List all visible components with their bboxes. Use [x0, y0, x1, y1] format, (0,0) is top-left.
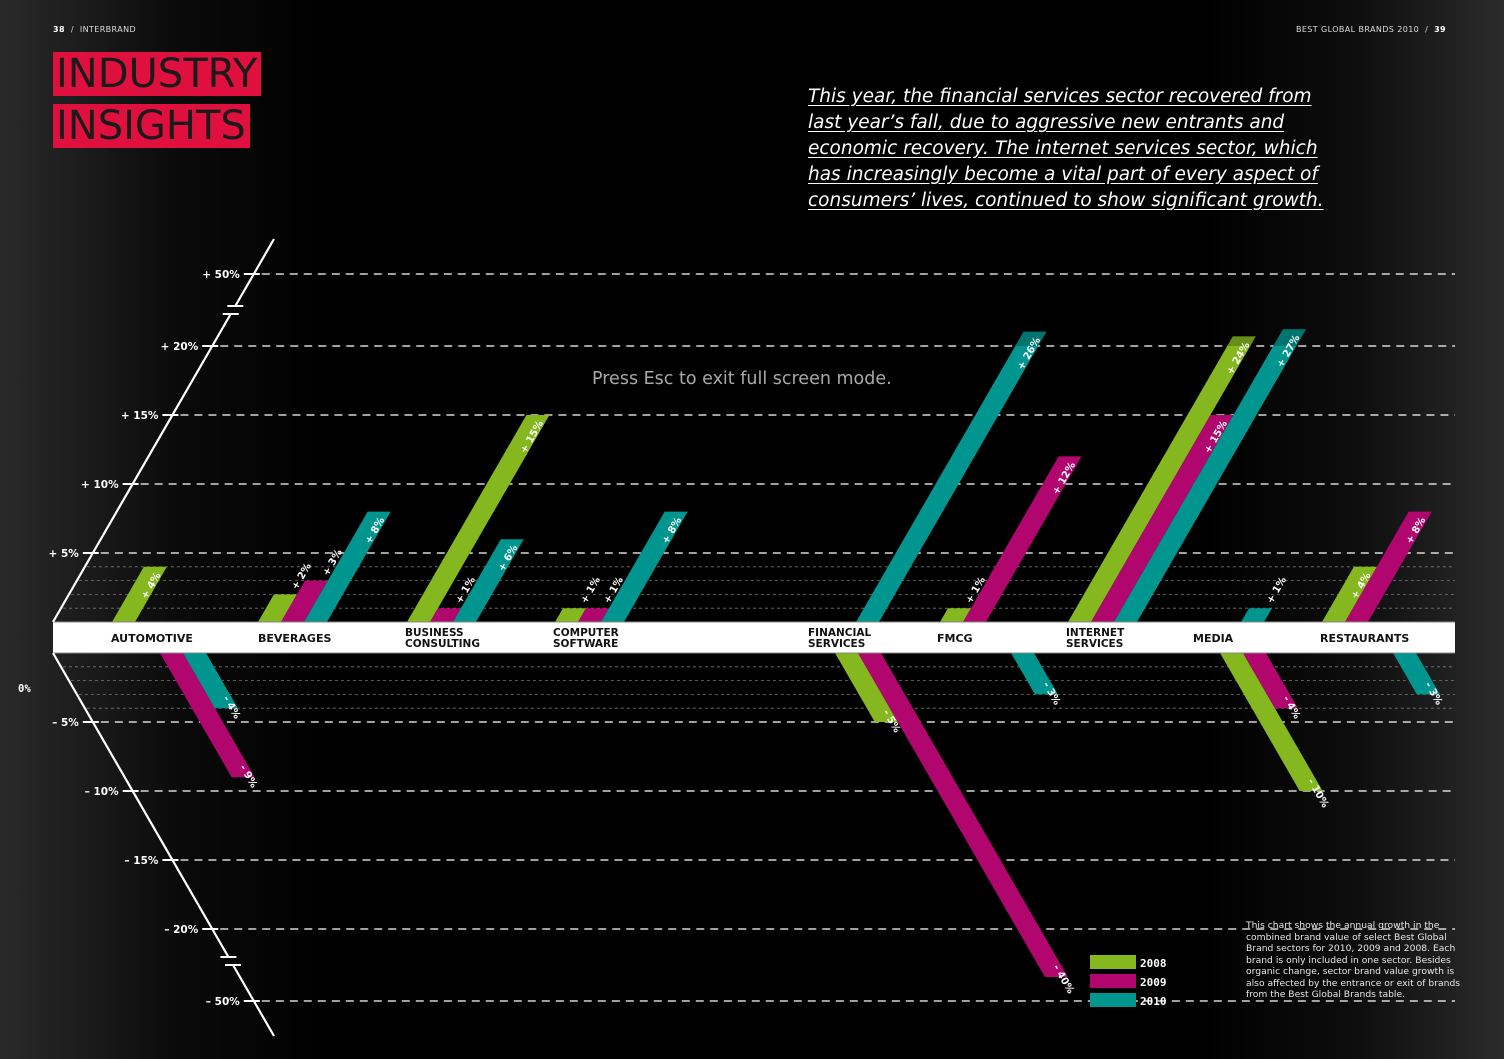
left-page-number: 38 — [53, 25, 65, 34]
zero-label: 0% — [18, 683, 31, 695]
y-axis-positive — [52, 313, 232, 623]
category-label: BEVERAGES — [258, 632, 331, 645]
category-label-line: CONSULTING — [405, 638, 480, 650]
bar-2010 — [856, 331, 1047, 622]
page-title-line-1: INDUSTRY — [53, 52, 262, 96]
right-publication: BEST GLOBAL BRANDS 2010 — [1295, 25, 1420, 34]
category-label-line: SERVICES — [808, 638, 865, 650]
bar-break-shade — [1015, 331, 1047, 346]
category-label: RESTAURANTS — [1320, 632, 1409, 645]
bar-2009 — [1091, 415, 1234, 622]
category-label: FMCG — [937, 632, 973, 645]
bar-2009 — [578, 608, 609, 622]
bars: + 4%- 9%- 4%+ 2% + 3%+ 8%+ 15%+ 1%+ 6%+ 1… — [112, 329, 1444, 996]
bar-2008 — [258, 594, 297, 622]
bar-value-label: + 1% — [579, 575, 603, 605]
folio-left: 38 / INTERBRAND — [53, 25, 136, 34]
category-label: MEDIA — [1193, 632, 1234, 645]
bar-2008 — [1322, 566, 1377, 622]
legend-swatch-2010 — [1090, 993, 1136, 1007]
bar-2008 — [407, 415, 550, 622]
bar-2009 — [160, 653, 255, 778]
legend-label: 2010 — [1140, 995, 1167, 1008]
bar-2010 — [1011, 653, 1058, 695]
legend-swatch-2009 — [1090, 974, 1136, 988]
bar-break-shade — [1273, 329, 1306, 346]
tick-label: + 10% — [81, 479, 119, 491]
bar-2009 — [1243, 653, 1298, 709]
intro-text: This year, the financial services sector… — [808, 86, 1324, 211]
tick-label: + 15% — [121, 410, 159, 422]
y-axis-negative — [52, 652, 230, 958]
page-title-line-2: INSIGHTS — [53, 104, 250, 148]
legend-label: 2008 — [1140, 957, 1167, 970]
folio-separator: / — [1425, 25, 1429, 34]
chart-footnote: This chart shows the annual growth in th… — [1246, 920, 1461, 1000]
category-label-line: FMCG — [937, 632, 973, 645]
bar-2009 — [281, 580, 328, 622]
category-label-line: SERVICES — [1066, 638, 1123, 650]
legend: 2008 2009 2010 — [1090, 955, 1167, 1008]
tick-label: + 50% — [202, 269, 240, 281]
category-label-line: BEVERAGES — [258, 632, 331, 645]
tick-label: + 5% — [49, 548, 80, 560]
category-label-line: AUTOMOTIVE — [111, 632, 193, 645]
bar-2010 — [453, 539, 524, 622]
intro-paragraph: This year, the financial services sector… — [808, 84, 1328, 214]
category-label-line: BUSINESS — [405, 627, 464, 639]
bar-2008 — [555, 608, 586, 622]
right-page-number: 39 — [1434, 25, 1446, 34]
category-label-line: COMPUTER — [553, 627, 619, 639]
bar-2009 — [858, 653, 1068, 977]
category-band-background — [53, 622, 1455, 653]
legend-label: 2009 — [1140, 976, 1167, 989]
category-label-line: RESTAURANTS — [1320, 632, 1409, 645]
y-axis-positive-upper — [234, 238, 275, 307]
bar-2008 — [1068, 336, 1256, 622]
fullscreen-exit-message: Press Esc to exit full screen mode. — [592, 369, 892, 389]
bar-2010 — [304, 511, 391, 622]
left-publication: INTERBRAND — [79, 25, 137, 34]
bar-value-label: - 10% — [1305, 777, 1330, 810]
bar-2008 — [112, 566, 167, 622]
bar-2008 — [940, 608, 971, 622]
category-label-line: SOFTWARE — [553, 638, 618, 650]
bar-2010 — [601, 511, 688, 622]
bar-break-shade — [1227, 336, 1256, 346]
bar-value-label: - 40% — [1050, 963, 1075, 996]
folio-separator: / — [70, 25, 74, 34]
category-label-line: FINANCIAL — [808, 627, 872, 639]
tick-label: – 5% — [52, 717, 79, 729]
grid-lines — [62, 273, 1455, 1002]
category-label-line: INTERNET — [1066, 627, 1125, 639]
folio-right: BEST GLOBAL BRANDS 2010 / 39 — [1296, 25, 1446, 34]
y-axis-negative-lower — [232, 964, 275, 1037]
bar-value-label: + 1% — [1265, 575, 1289, 605]
tick-label: – 15% — [124, 855, 159, 867]
bar-2010 — [1393, 653, 1440, 695]
bar-2010 — [1241, 608, 1272, 622]
tick-label: – 20% — [164, 924, 199, 936]
bar-2009 — [963, 456, 1082, 622]
legend-swatch-2008 — [1090, 955, 1136, 969]
tick-label: – 50% — [206, 996, 241, 1008]
bar-2009 — [430, 608, 461, 622]
bar-2010 — [1114, 329, 1306, 622]
category-label: AUTOMOTIVE — [111, 632, 193, 645]
tick-label: + 20% — [161, 341, 199, 353]
category-label-line: MEDIA — [1193, 632, 1234, 645]
bar-2008 — [835, 653, 898, 722]
bar-2010 — [183, 653, 238, 709]
bar-2009 — [1345, 511, 1432, 622]
bar-2008 — [1220, 653, 1323, 791]
tick-label: – 10% — [85, 786, 120, 798]
y-axis: + 50% + 20% + 15% + 10% + 5% – 5% – 10% – 15% – … — [18, 238, 275, 1037]
